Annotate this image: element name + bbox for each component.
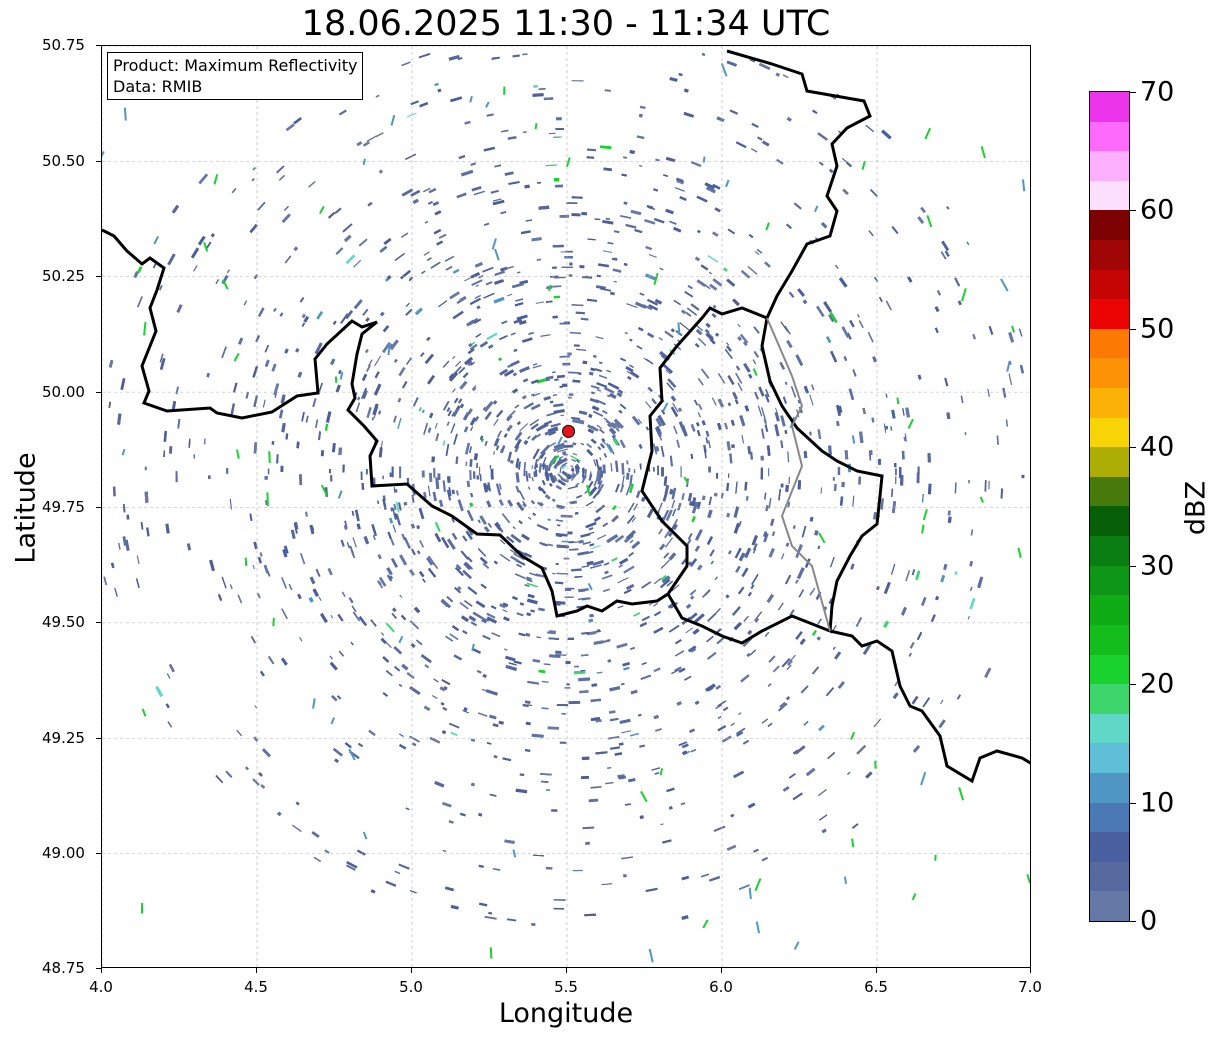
x-axis-label: Longitude xyxy=(498,998,634,1029)
data-source-label: Data: RMIB xyxy=(113,77,203,96)
colorbar-tick-mark xyxy=(1130,921,1136,922)
colorbar-segment xyxy=(1090,151,1129,181)
border-belgium-france xyxy=(102,228,669,618)
colorbar-segment xyxy=(1090,239,1129,270)
y-tick-mark xyxy=(96,738,101,739)
y-tick-label: 49.25 xyxy=(42,729,85,747)
colorbar-tick-mark xyxy=(1130,329,1136,330)
radar-site-marker xyxy=(562,424,576,438)
colorbar xyxy=(1089,91,1130,922)
colorbar-segment xyxy=(1090,713,1129,744)
y-tick-mark xyxy=(96,507,101,508)
colorbar-segment xyxy=(1090,891,1129,921)
colorbar-segment xyxy=(1090,417,1129,448)
y-tick-mark xyxy=(96,968,101,969)
colorbar-tick-mark xyxy=(1130,447,1136,448)
y-tick-mark xyxy=(96,392,101,393)
country-borders xyxy=(102,49,1030,784)
y-tick-label: 50.25 xyxy=(42,267,85,285)
colorbar-label: dBZ xyxy=(1180,480,1212,536)
colorbar-tick-mark xyxy=(1130,92,1136,93)
colorbar-segment xyxy=(1090,624,1129,655)
colorbar-tick-mark xyxy=(1130,684,1136,685)
colorbar-tick-label: 10 xyxy=(1140,787,1175,819)
colorbar-tick-label: 50 xyxy=(1140,313,1175,345)
x-tick-mark xyxy=(101,968,102,973)
y-tick-mark xyxy=(96,622,101,623)
y-tick-label: 48.75 xyxy=(42,959,85,977)
colorbar-segment xyxy=(1090,536,1129,566)
border-belgium-luxembourg xyxy=(640,306,768,595)
colorbar-segment xyxy=(1090,121,1129,152)
x-tick-label: 5.0 xyxy=(399,978,423,996)
colorbar-segment xyxy=(1090,506,1129,537)
colorbar-segment xyxy=(1090,299,1129,329)
colorbar-segment xyxy=(1090,565,1129,596)
x-tick-label: 4.0 xyxy=(89,978,113,996)
y-tick-label: 50.50 xyxy=(42,152,85,170)
colorbar-segment xyxy=(1090,595,1129,625)
border-belgium-germany xyxy=(726,49,872,319)
reflectivity-echoes xyxy=(102,52,1030,963)
x-tick-mark xyxy=(876,968,877,973)
border-luxembourg-france xyxy=(666,593,831,645)
colorbar-segment xyxy=(1090,328,1129,359)
y-tick-mark xyxy=(96,161,101,162)
x-tick-label: 6.5 xyxy=(864,978,888,996)
colorbar-tick-mark xyxy=(1130,566,1136,567)
colorbar-tick-mark xyxy=(1130,210,1136,211)
x-tick-label: 6.0 xyxy=(709,978,733,996)
colorbar-tick-label: 0 xyxy=(1140,905,1158,937)
radar-map-canvas xyxy=(102,46,1030,967)
colorbar-segment xyxy=(1090,802,1129,833)
x-tick-label: 7.0 xyxy=(1018,978,1042,996)
colorbar-tick-label: 70 xyxy=(1140,76,1175,108)
x-tick-mark xyxy=(721,968,722,973)
y-tick-mark xyxy=(96,45,101,46)
colorbar-segment xyxy=(1090,91,1129,122)
y-axis-label: Latitude xyxy=(10,452,42,564)
colorbar-segment xyxy=(1090,210,1129,240)
x-tick-mark xyxy=(256,968,257,973)
colorbar-segment xyxy=(1090,684,1129,714)
y-tick-label: 49.00 xyxy=(42,844,85,862)
colorbar-segment xyxy=(1090,447,1129,477)
x-tick-label: 4.5 xyxy=(244,978,268,996)
map-title: 18.06.2025 11:30 - 11:34 UTC xyxy=(301,4,831,44)
y-tick-label: 49.75 xyxy=(42,498,85,516)
colorbar-tick-label: 40 xyxy=(1140,431,1175,463)
colorbar-segment xyxy=(1090,832,1129,862)
y-tick-label: 50.00 xyxy=(42,383,85,401)
colorbar-segment xyxy=(1090,388,1129,418)
colorbar-segment xyxy=(1090,743,1129,773)
x-tick-mark xyxy=(411,968,412,973)
colorbar-segment xyxy=(1090,772,1129,803)
colorbar-segment xyxy=(1090,861,1129,892)
colorbar-tick-mark xyxy=(1130,803,1136,804)
colorbar-segment xyxy=(1090,476,1129,507)
radar-map xyxy=(101,45,1031,968)
y-tick-label: 49.50 xyxy=(42,613,85,631)
colorbar-segment xyxy=(1090,180,1129,211)
x-tick-mark xyxy=(1030,968,1031,973)
x-tick-label: 5.5 xyxy=(554,978,578,996)
y-tick-label: 50.75 xyxy=(42,36,85,54)
product-label: Product: Maximum Reflectivity xyxy=(113,56,358,75)
colorbar-segment xyxy=(1090,269,1129,300)
y-tick-mark xyxy=(96,853,101,854)
border-luxembourg-germany xyxy=(760,317,884,632)
colorbar-tick-label: 60 xyxy=(1140,194,1175,226)
product-info-box: Product: Maximum Reflectivity Data: RMIB xyxy=(107,52,364,100)
colorbar-segment xyxy=(1090,654,1129,685)
colorbar-tick-label: 30 xyxy=(1140,550,1175,582)
x-tick-mark xyxy=(566,968,567,973)
y-tick-mark xyxy=(96,276,101,277)
colorbar-segment xyxy=(1090,358,1129,389)
map-gridlines xyxy=(102,46,1030,967)
border-france-germany xyxy=(829,629,1030,784)
colorbar-tick-label: 20 xyxy=(1140,668,1175,700)
border-germany-state xyxy=(766,317,831,632)
